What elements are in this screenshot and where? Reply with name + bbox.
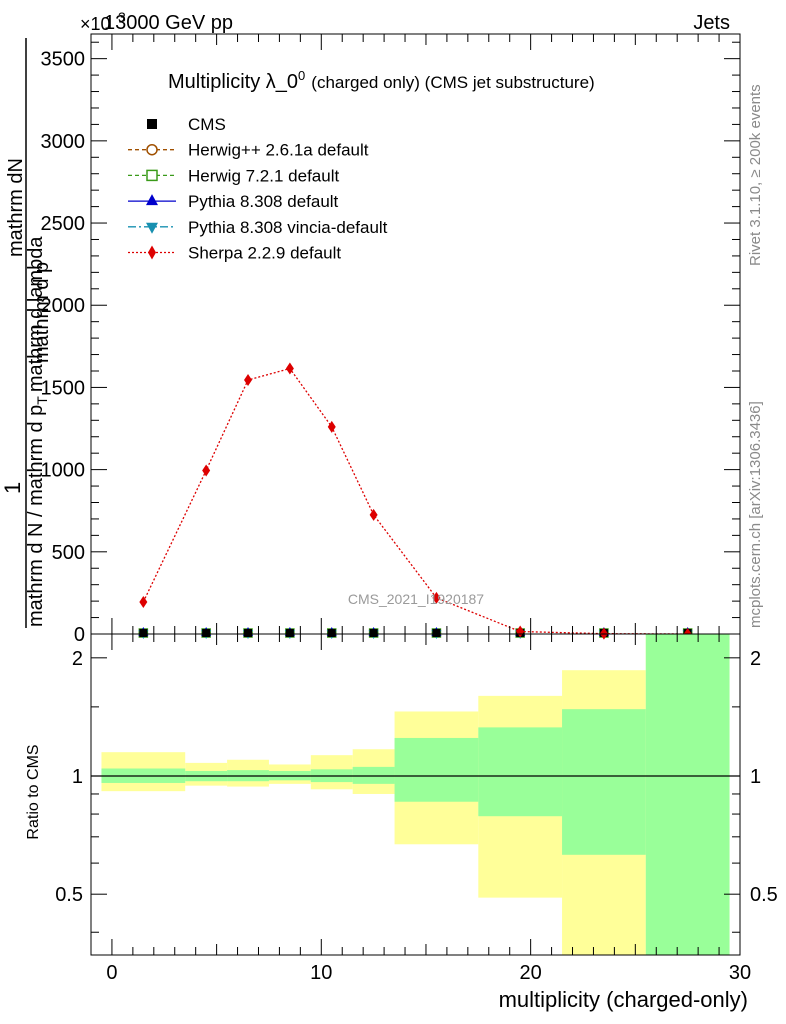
ratio-stat-band (352, 766, 395, 784)
cms-data-marker (202, 629, 211, 637)
main-y-tick-label: 1500 (41, 377, 86, 399)
cms-data-marker (285, 629, 294, 637)
main-y-tick-label: 3500 (41, 49, 86, 71)
y-exponent-prefix: ×10 (80, 14, 111, 34)
y-label-den: mathrm dN (5, 158, 27, 257)
y-label-line1: mathrm d N / mathrm d pTmathrm d lambda (25, 236, 50, 627)
x-tick-label: 30 (729, 962, 751, 984)
rivet-label: Rivet 3.1.10, ≥ 200k events (747, 84, 764, 266)
cms-data-marker (432, 629, 441, 637)
main-title-text: Multiplicity λ_0 (168, 71, 298, 93)
cms-data-marker (327, 629, 336, 637)
legend-label: Herwig++ 2.6.1a default (188, 141, 369, 160)
ratio-panel (91, 634, 740, 955)
x-axis-label: multiplicity (charged-only) (499, 987, 748, 1012)
legend: CMS Herwig++ 2.6.1a default Herwig 7.2.1 d… (128, 115, 388, 263)
sherpa-marker (244, 374, 253, 387)
sherpa-line (142, 367, 688, 635)
legend-label: Pythia 8.308 vincia-default (188, 218, 388, 237)
analysis-watermark: CMS_2021_I1920187 (348, 591, 484, 607)
x-tick-label: 20 (520, 962, 542, 984)
x-tick-label: 0 (106, 962, 117, 984)
legend-label: Sherpa 2.2.9 default (188, 244, 341, 263)
beam-label: 13000 GeV pp (104, 12, 233, 34)
ratio-y-tick-label-right: 1 (750, 766, 761, 788)
ratio-stat-band (478, 727, 563, 817)
sherpa-marker (432, 591, 441, 604)
legend-label: Pythia 8.308 default (188, 192, 339, 211)
legend-marker-cms (147, 119, 157, 129)
main-title-extra: (charged only) (CMS jet substructure) (311, 73, 594, 92)
ratio-y-label: Ratio to CMS (25, 744, 42, 839)
ratio-frame: 0.5 0.51 12 20 10 20 30 (55, 633, 778, 984)
y-label-num: 1 (0, 482, 25, 494)
sherpa-marker (202, 464, 211, 477)
ratio-y-tick-label: 1 (72, 766, 83, 788)
sherpa-marker (516, 625, 525, 638)
legend-marker-herwig-pp (146, 143, 158, 156)
main-y-tick-label: 3000 (41, 131, 86, 153)
main-title-sup: 0 (298, 68, 305, 83)
main-y-tick-label: 500 (52, 542, 85, 564)
legend-label: CMS (188, 115, 226, 134)
mcplots-label: mcplots.cern.ch [arXiv:1306.3436] (747, 401, 764, 628)
process-label: Jets (693, 12, 730, 34)
main-y-tick-label: 0 (74, 624, 85, 646)
legend-marker-sherpa (148, 245, 156, 260)
ratio-stat-band (645, 634, 730, 955)
y-label-line1-text: mathrm d N / mathrm d p (25, 405, 47, 627)
cms-data-marker (244, 629, 253, 637)
legend-label: Herwig 7.2.1 default (188, 166, 339, 185)
sherpa-marker (369, 508, 378, 521)
sherpa-marker (285, 362, 294, 375)
y-label-prefix: mathrm d p (31, 262, 53, 363)
sherpa-marker (327, 420, 336, 433)
y-exponent-value: 3 (118, 9, 126, 25)
ratio-y-tick-label: 0.5 (55, 884, 83, 906)
legend-marker-herwig7 (146, 169, 158, 182)
header: 13000 GeV pp Jets ×10 3 (80, 9, 730, 34)
main-y-tick-label: 1000 (41, 460, 86, 482)
y-label-line2-text: mathrm d lambda (25, 236, 47, 392)
cms-data-marker (139, 629, 148, 637)
ratio-frame-border (90, 633, 741, 956)
ratio-y-tick-label-right: 2 (750, 648, 761, 670)
legend-marker-pythia (146, 194, 158, 206)
main-y-tick-label: 2000 (41, 295, 86, 317)
legend-marker-vincia (146, 222, 158, 234)
sherpa-marker (139, 595, 148, 608)
ratio-y-tick-label-right: 0.5 (750, 884, 778, 906)
y-label-sub: T (34, 396, 50, 405)
main-y-axis-label: mathrm d N / mathrm d pTmathrm d lambda … (0, 38, 53, 628)
ratio-stat-band (562, 709, 646, 855)
x-tick-label: 10 (310, 962, 332, 984)
ratio-stat-band (394, 737, 479, 802)
main-frame: 0 500 1000 1500 2000 2500 3000 3500 (41, 33, 741, 646)
main-y-tick-label: 2500 (41, 213, 86, 235)
main-title: Multiplicity λ_00 (charged only) (CMS jet… (168, 68, 595, 93)
ratio-y-tick-label: 2 (72, 648, 83, 670)
cms-data-marker (369, 629, 378, 637)
